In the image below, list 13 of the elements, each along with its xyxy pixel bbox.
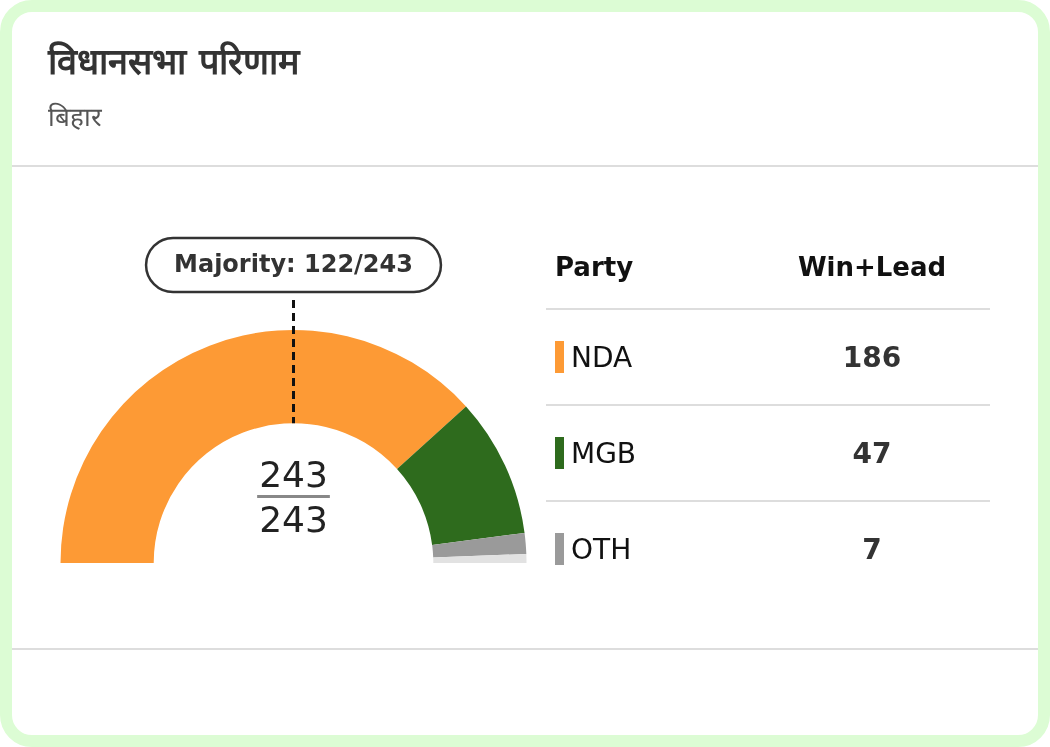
- text: 243: [259, 499, 328, 540]
- data-label: 7: [861, 532, 883, 566]
- text: Majority: 122/243: [174, 250, 413, 279]
- chart-title: विधानसभा परिणाम: [48, 40, 300, 84]
- text: 243: [259, 454, 328, 495]
- legend-label: MGB: [571, 436, 637, 470]
- text: Win+Lead: [796, 252, 948, 282]
- legend-label: OTH: [571, 532, 632, 566]
- legend-title: Party: [554, 252, 635, 282]
- data-label: 47: [851, 436, 893, 470]
- data-label: 186: [841, 340, 903, 374]
- legend-label: NDA: [571, 340, 633, 374]
- chart-subtitle: बिहार: [48, 101, 102, 134]
